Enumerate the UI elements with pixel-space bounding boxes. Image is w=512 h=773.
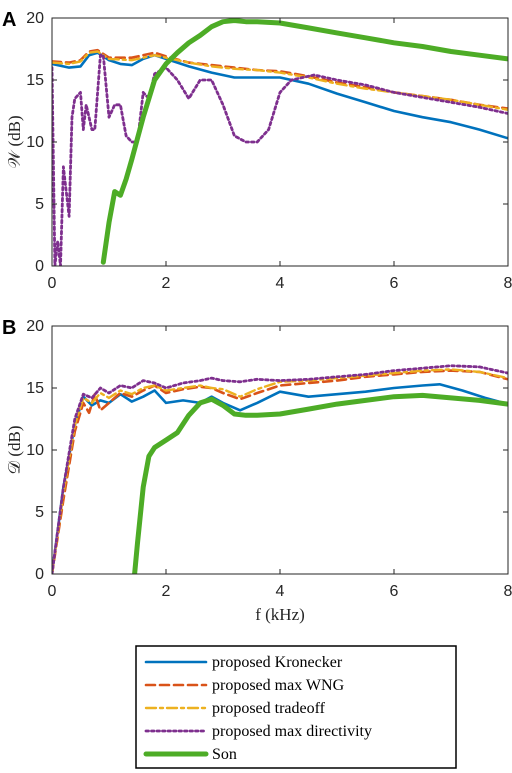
x-tick-label: 0 bbox=[48, 275, 57, 292]
x-tick-label: 4 bbox=[276, 275, 285, 292]
x-tick-label: 6 bbox=[390, 583, 399, 600]
x-tick-label: 2 bbox=[162, 583, 171, 600]
panel-letter: B bbox=[2, 317, 16, 339]
x-tick-label: 8 bbox=[504, 583, 512, 600]
y-tick-label: 15 bbox=[26, 380, 44, 397]
series-group bbox=[52, 18, 508, 266]
y-tick-label: 20 bbox=[26, 10, 44, 27]
y-axis-label: 𝒟 (dB) bbox=[5, 426, 24, 475]
y-tick-label: 0 bbox=[35, 566, 44, 583]
legend-label: Son bbox=[212, 746, 237, 763]
series-group bbox=[52, 364, 508, 574]
panel-b: 0 5 10 15 20 0 2 4 6 8 𝒟 (dB) f (kHz) B bbox=[2, 317, 512, 624]
y-tick-label: 0 bbox=[35, 258, 44, 275]
plot-frame bbox=[51, 17, 509, 267]
series-line-kron bbox=[52, 51, 508, 140]
legend: proposed Kronecker proposed max WNG propos… bbox=[135, 645, 457, 769]
legend-label: proposed max WNG bbox=[212, 677, 345, 694]
y-tick-label: 10 bbox=[26, 442, 44, 459]
legend-label: proposed Kronecker bbox=[212, 654, 343, 671]
legend-label: proposed tradeoff bbox=[212, 700, 326, 717]
x-tick-label: 4 bbox=[276, 583, 285, 600]
series-line-maxwng bbox=[52, 48, 508, 110]
y-tick-label: 10 bbox=[26, 134, 44, 151]
series-line-maxwng bbox=[52, 369, 508, 574]
y-axis-label: 𝒲 (dB) bbox=[5, 115, 24, 168]
series-line-maxdir bbox=[52, 364, 508, 574]
x-tick-label: 2 bbox=[162, 275, 171, 292]
series-line-tradeoff bbox=[52, 50, 508, 112]
y-tick-label: 15 bbox=[26, 72, 44, 89]
x-tick-label: 6 bbox=[390, 275, 399, 292]
series-line-son bbox=[132, 392, 508, 574]
panel-letter: A bbox=[2, 9, 16, 31]
y-tick-label: 20 bbox=[26, 318, 44, 335]
x-tick-label: 0 bbox=[48, 583, 57, 600]
series-line-son bbox=[100, 18, 508, 265]
legend-label: proposed max directivity bbox=[212, 723, 372, 740]
y-tick-label: 5 bbox=[35, 196, 44, 213]
plot-frame bbox=[51, 325, 509, 575]
series-line-maxdir bbox=[52, 53, 508, 266]
panel-a: 0 5 10 15 20 0 2 4 6 8 𝒲 (dB) A bbox=[2, 9, 512, 292]
x-axis-label: f (kHz) bbox=[255, 605, 305, 624]
y-tick-label: 5 bbox=[35, 504, 44, 521]
series-line-tradeoff bbox=[52, 368, 508, 574]
x-tick-label: 8 bbox=[504, 275, 512, 292]
